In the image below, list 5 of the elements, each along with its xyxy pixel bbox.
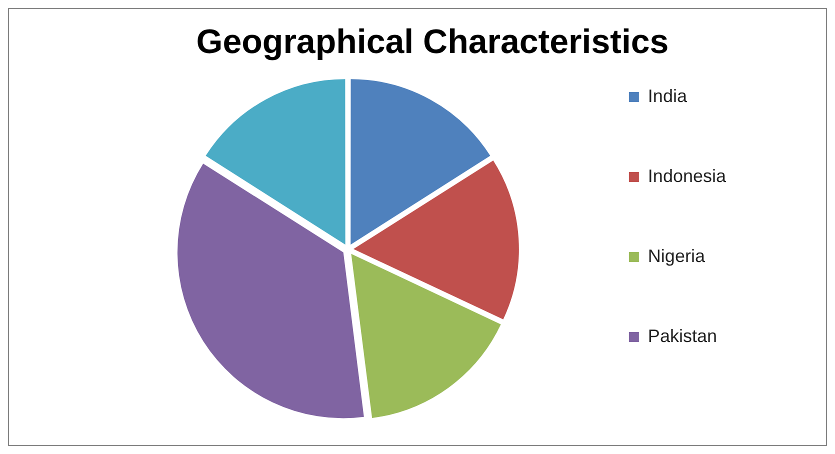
chart-title: Geographical Characteristics [196, 22, 669, 61]
legend-label: Nigeria [648, 246, 706, 266]
legend-label: Pakistan [648, 326, 717, 346]
legend-label: India [648, 86, 688, 106]
legend-label: Indonesia [648, 166, 727, 186]
